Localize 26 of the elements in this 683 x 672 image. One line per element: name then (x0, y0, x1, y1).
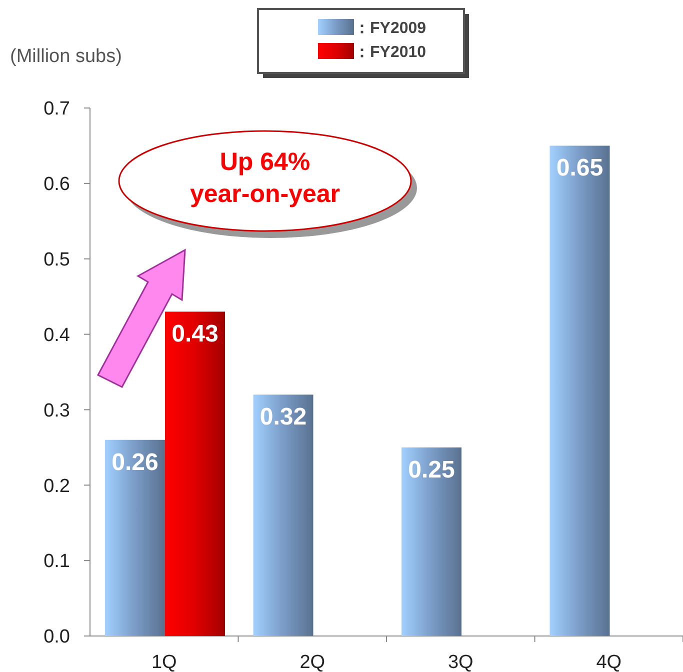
data-label: 0.32 (260, 404, 307, 431)
x-tick-label: 2Q (300, 652, 326, 672)
y-tick-label: 0.7 (44, 98, 70, 120)
bar (165, 312, 225, 636)
data-label: 0.43 (172, 320, 218, 348)
y-tick-label: 0.0 (44, 626, 70, 648)
annotation: Up 64% year-on-year (190, 148, 340, 208)
y-tick-label: 0.4 (44, 324, 70, 346)
data-label: 0.65 (556, 154, 604, 182)
y-tick-label: 0.6 (44, 174, 70, 196)
data-label: 0.25 (408, 456, 455, 484)
bar (105, 440, 165, 636)
y-tick-label: 0.5 (44, 250, 70, 271)
legend-label: ：FY2009 (354, 20, 426, 37)
bar (550, 146, 610, 636)
data-label: 0.26 (112, 448, 158, 476)
y-tick-label: 0.2 (44, 476, 70, 497)
x-tick-label: 3Q (448, 652, 474, 672)
y-axis-title: (Million subs) (10, 46, 122, 67)
x-tick-label: 1Q (151, 652, 177, 672)
legend-label: ：FY2010 (354, 44, 426, 61)
bar (253, 394, 314, 636)
bar (402, 447, 462, 636)
y-tick-label: 0.1 (44, 551, 70, 572)
y-tick-label: 0.3 (44, 400, 70, 422)
x-tick-label: 4Q (596, 652, 622, 672)
